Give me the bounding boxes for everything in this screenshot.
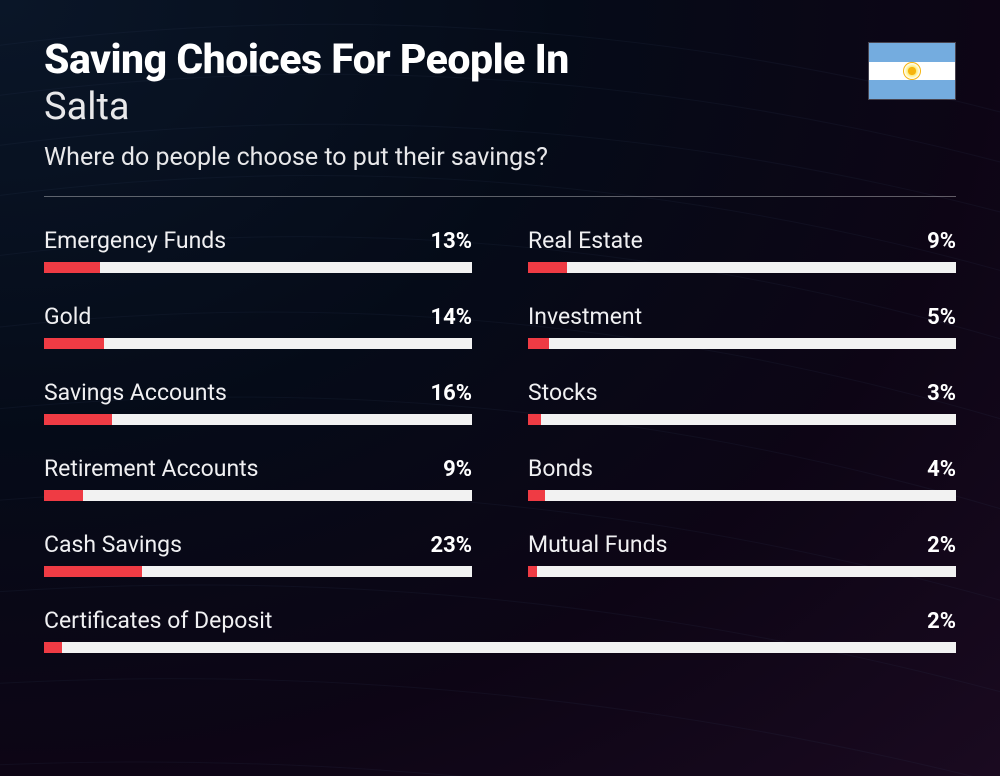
bar-item-mutual-funds: Mutual Funds 2% bbox=[528, 531, 956, 577]
bar-fill bbox=[528, 490, 545, 501]
bar-label: Bonds bbox=[528, 455, 593, 482]
bar-track bbox=[528, 566, 956, 577]
bar-fill bbox=[528, 414, 541, 425]
bar-item-stocks: Stocks 3% bbox=[528, 379, 956, 425]
page-subtitle: Where do people choose to put their savi… bbox=[44, 143, 868, 172]
bar-item-emergency-funds: Emergency Funds 13% bbox=[44, 227, 472, 273]
bar-track bbox=[528, 414, 956, 425]
bar-value: 3% bbox=[927, 381, 956, 406]
header: Saving Choices For People In Salta Where… bbox=[44, 38, 956, 172]
bar-value: 14% bbox=[430, 305, 472, 330]
bar-value: 16% bbox=[430, 381, 472, 406]
chart-grid: Emergency Funds 13% Real Estate 9% Gold … bbox=[44, 227, 956, 653]
bar-item-savings-accounts: Savings Accounts 16% bbox=[44, 379, 472, 425]
bar-item-retirement-accounts: Retirement Accounts 9% bbox=[44, 455, 472, 501]
bar-fill bbox=[44, 262, 100, 273]
bar-value: 4% bbox=[927, 457, 956, 482]
bar-fill bbox=[44, 566, 142, 577]
bar-fill bbox=[528, 566, 537, 577]
bar-item-cash-savings: Cash Savings 23% bbox=[44, 531, 472, 577]
bar-fill bbox=[44, 642, 62, 653]
bar-item-real-estate: Real Estate 9% bbox=[528, 227, 956, 273]
bar-track bbox=[44, 566, 472, 577]
bar-track bbox=[44, 414, 472, 425]
bar-item-investment: Investment 5% bbox=[528, 303, 956, 349]
bar-fill bbox=[528, 262, 567, 273]
bar-label: Gold bbox=[44, 303, 91, 330]
bar-item-certificates-of-deposit: Certificates of Deposit 2% bbox=[44, 607, 956, 653]
bar-value: 9% bbox=[443, 457, 472, 482]
bar-fill bbox=[528, 338, 549, 349]
bar-label: Investment bbox=[528, 303, 642, 330]
bar-track bbox=[44, 262, 472, 273]
bar-fill bbox=[44, 414, 112, 425]
bar-track bbox=[44, 490, 472, 501]
bar-value: 5% bbox=[927, 305, 956, 330]
bar-label: Cash Savings bbox=[44, 531, 182, 558]
bar-value: 9% bbox=[927, 229, 956, 254]
bar-track bbox=[528, 262, 956, 273]
bar-track bbox=[528, 490, 956, 501]
bar-label: Stocks bbox=[528, 379, 598, 406]
bar-track bbox=[44, 338, 472, 349]
divider bbox=[44, 196, 956, 197]
bar-fill bbox=[44, 338, 104, 349]
bar-value: 2% bbox=[927, 609, 956, 634]
bar-track bbox=[528, 338, 956, 349]
bar-item-bonds: Bonds 4% bbox=[528, 455, 956, 501]
bar-label: Retirement Accounts bbox=[44, 455, 259, 482]
bar-value: 13% bbox=[430, 229, 472, 254]
flag-argentina-icon bbox=[868, 42, 956, 100]
page-location: Salta bbox=[44, 85, 868, 129]
bar-label: Real Estate bbox=[528, 227, 643, 254]
bar-label: Certificates of Deposit bbox=[44, 607, 272, 634]
page-title: Saving Choices For People In bbox=[44, 38, 868, 83]
bar-value: 23% bbox=[430, 533, 472, 558]
bar-label: Savings Accounts bbox=[44, 379, 227, 406]
bar-label: Mutual Funds bbox=[528, 531, 667, 558]
bar-item-gold: Gold 14% bbox=[44, 303, 472, 349]
bar-value: 2% bbox=[927, 533, 956, 558]
bar-label: Emergency Funds bbox=[44, 227, 226, 254]
bar-track bbox=[44, 642, 956, 653]
bar-fill bbox=[44, 490, 83, 501]
